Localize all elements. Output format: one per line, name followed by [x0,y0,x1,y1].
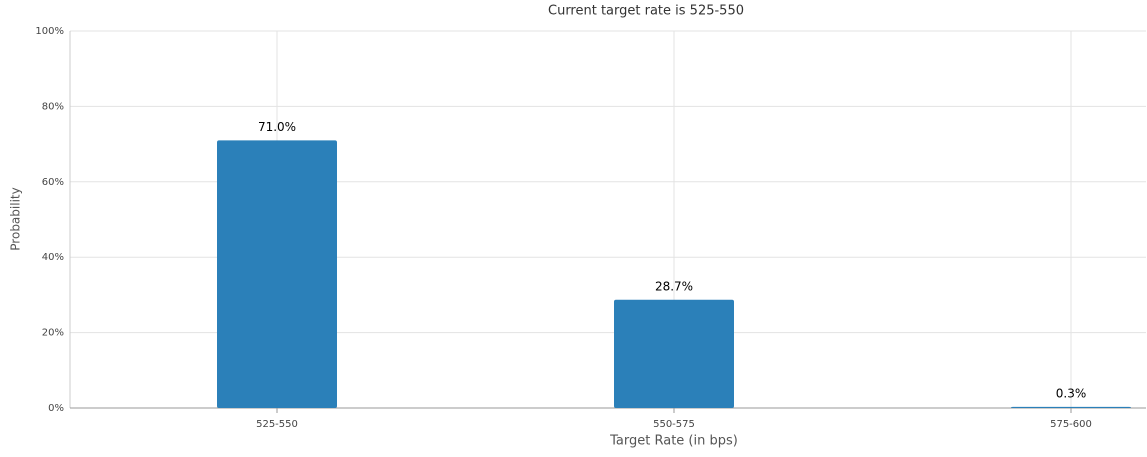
y-tick-label: 100% [35,26,64,37]
x-tick-label: 575-600 [1050,419,1092,430]
y-tick-label: 40% [42,252,64,263]
x-axis-label: Target Rate (in bps) [609,434,738,449]
y-tick-label: 60% [42,177,64,188]
value-label: 28.7% [655,279,693,293]
bar [217,140,337,408]
bar [614,299,734,408]
y-tick-label: 80% [42,101,64,112]
x-tick-label: 550-575 [653,419,695,430]
bar [1011,406,1131,408]
y-tick-label: 20% [42,328,64,339]
y-tick-label: 0% [48,403,64,414]
x-tick-label: 525-550 [256,419,298,430]
value-label: 71.0% [258,120,296,134]
y-axis-label: Probability [9,187,23,250]
value-label: 0.3% [1056,386,1087,400]
chart-title: Current target rate is 525-550 [548,4,744,19]
